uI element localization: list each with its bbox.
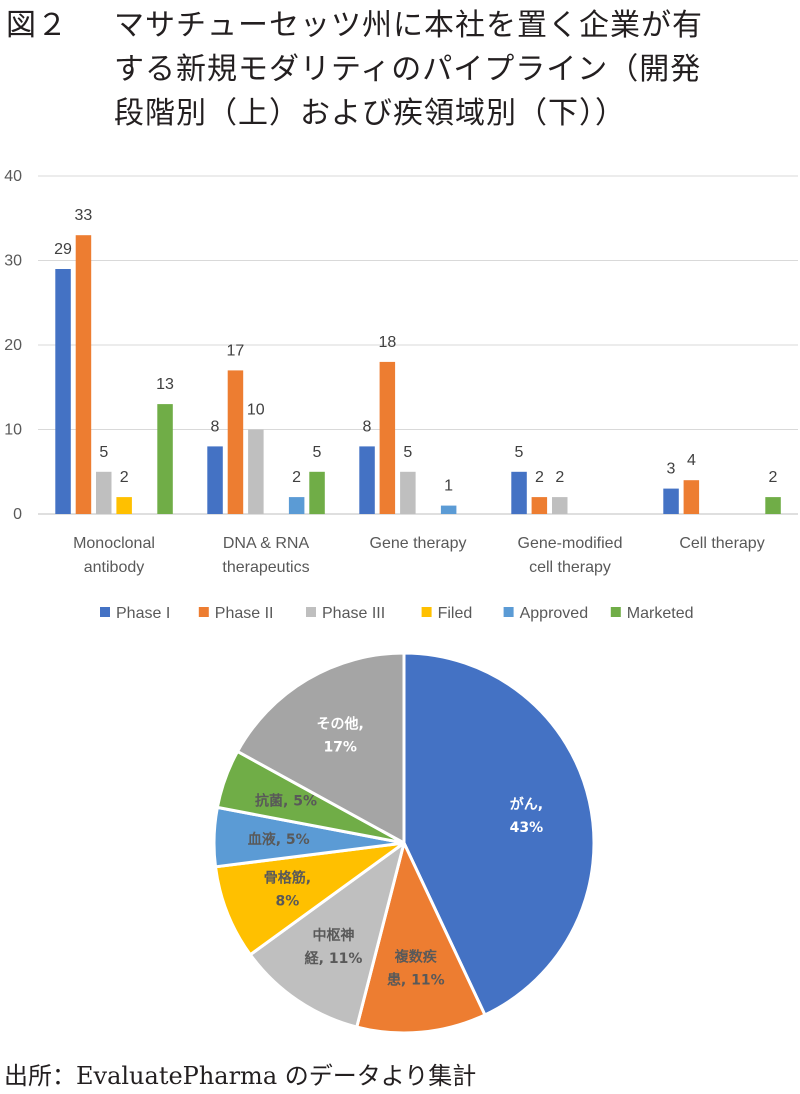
bar: [440, 505, 457, 514]
source-note: 出所：EvaluatePharma のデータより集計: [4, 1062, 477, 1090]
legend-swatch: [198, 607, 209, 617]
data-label: 1: [444, 478, 453, 495]
data-label: 33: [75, 207, 93, 224]
title-line-2: する新規モダリティのパイプライン（開発: [114, 52, 702, 87]
data-label: 8: [211, 418, 220, 435]
bar: [552, 497, 568, 514]
bar: [683, 480, 700, 514]
legend-swatch: [503, 607, 514, 617]
figure-number: 図２: [6, 8, 68, 43]
pie-slice-label: 血液, 5%: [248, 831, 310, 848]
category-label: cell therapy: [529, 559, 611, 576]
data-label: 4: [687, 452, 696, 469]
data-label: 29: [54, 241, 72, 258]
legend-swatch: [421, 607, 432, 617]
bar: [96, 471, 112, 515]
category-label: DNA & RNA: [223, 535, 310, 552]
category-label: Gene therapy: [370, 535, 467, 552]
data-label: 8: [363, 418, 372, 435]
bar: [359, 446, 375, 514]
legend-swatch: [610, 607, 621, 617]
bar: [157, 404, 173, 514]
y-tick-label: 30: [4, 253, 22, 270]
data-label: 10: [247, 402, 265, 419]
pie-slice: [355, 841, 487, 1035]
legend-swatch: [100, 607, 110, 617]
category-label: Cell therapy: [679, 535, 764, 552]
legend-label: Phase I: [116, 605, 170, 622]
bar: [400, 471, 416, 515]
bar: [207, 446, 223, 514]
y-tick-label: 20: [4, 337, 22, 354]
data-label: 2: [769, 469, 778, 486]
pie-slice-label: 抗菌, 5%: [255, 793, 317, 810]
legend-swatch: [306, 607, 316, 617]
data-label: 17: [227, 342, 245, 359]
bar: [288, 497, 305, 514]
data-label: 2: [120, 469, 129, 486]
pie-slice-label: 骨格筋, 8%: [264, 870, 311, 910]
category-label: antibody: [84, 559, 145, 576]
pie-slice-label: 複数疾患, 11%: [387, 948, 445, 988]
bar: [248, 429, 264, 514]
data-label: 5: [99, 444, 108, 461]
category-label: Gene-modified: [518, 535, 623, 552]
title-line-1: マサチューセッツ州に本社を置く企業が有: [114, 8, 703, 43]
pie-slice-label: その他, 17%: [317, 716, 364, 756]
data-label: 5: [313, 444, 322, 461]
bar: [511, 471, 527, 515]
bar: [309, 471, 325, 515]
legend-label: Phase II: [215, 605, 274, 622]
bar: [75, 235, 92, 514]
figure-title: 図２ マサチューセッツ州に本社を置く企業が有 する新規モダリティのパイプライン（開…: [6, 4, 796, 136]
category-label: Monoclonal: [73, 535, 155, 552]
bar: [765, 497, 781, 514]
data-label: 2: [292, 469, 301, 486]
bar: [531, 497, 548, 514]
pie-slice: [215, 749, 406, 845]
y-tick-label: 0: [13, 506, 22, 523]
bar: [379, 361, 396, 514]
bar: [663, 488, 679, 514]
data-label: 18: [379, 334, 397, 351]
data-label: 5: [515, 444, 524, 461]
legend-label: Phase III: [322, 605, 385, 622]
pie-slice-label: 中枢神経, 11%: [305, 927, 363, 967]
data-label: 2: [535, 469, 544, 486]
pie-slice: [402, 651, 596, 1017]
data-label: 2: [555, 469, 564, 486]
data-label: 13: [156, 376, 174, 393]
title-line-3: 段階別（上）および疾領域別（下））: [114, 96, 626, 131]
pie-slice: [236, 651, 406, 845]
bar: [227, 370, 244, 514]
legend-label: Filed: [438, 605, 473, 622]
pie-slice: [248, 841, 406, 1029]
y-tick-label: 10: [4, 422, 22, 439]
y-tick-label: 40: [4, 168, 22, 185]
data-label: 5: [403, 444, 412, 461]
legend-label: Approved: [520, 605, 589, 622]
pie-slice-label: がん, 43%: [510, 796, 544, 836]
pie-slice: [212, 805, 406, 869]
legend-label: Marketed: [627, 605, 694, 622]
bar: [55, 269, 71, 514]
bar-chart: 01020304029335213Monoclonalantibody81710…: [4, 168, 798, 622]
data-label: 3: [667, 461, 676, 478]
category-label: therapeutics: [222, 559, 309, 576]
pie-slice: [214, 841, 406, 957]
bar: [116, 497, 132, 514]
